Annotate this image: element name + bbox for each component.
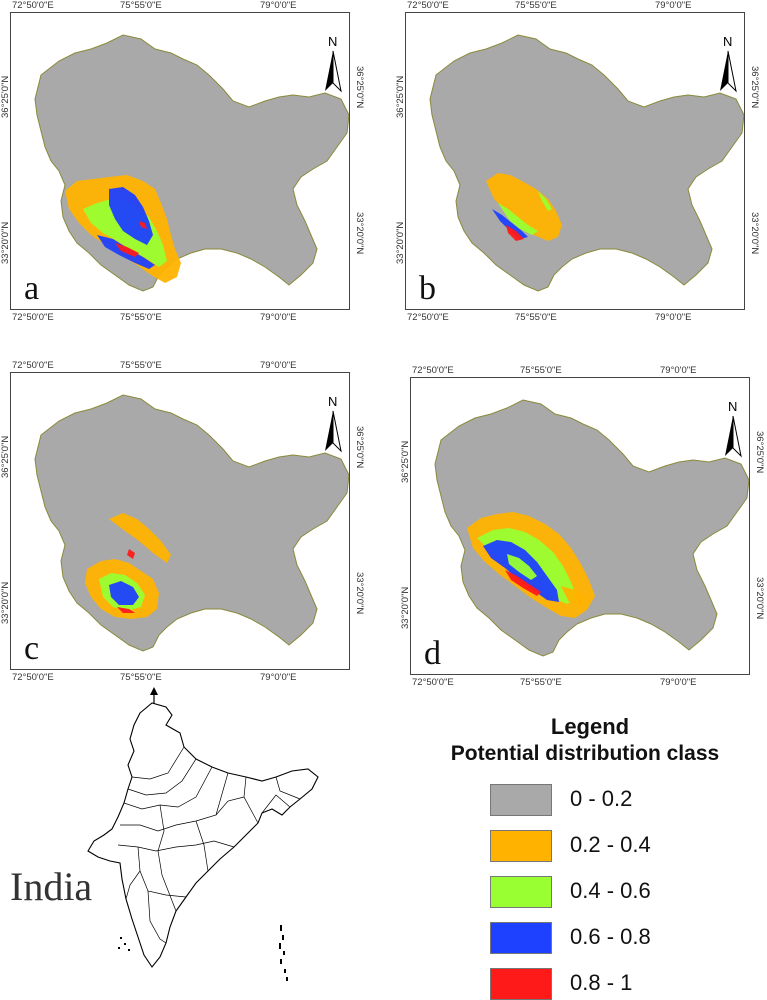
legend-item-label: 0.6 - 0.8 bbox=[570, 924, 651, 949]
top-tick-label: 79°0'0"E bbox=[260, 360, 297, 371]
right-tick-label: 36°25'0"N bbox=[749, 66, 760, 109]
pointer-arrow-head bbox=[150, 687, 158, 695]
legend-swatch bbox=[490, 922, 552, 954]
bottom-tick-label: 75°55'0"E bbox=[120, 672, 162, 683]
map-frame: N bbox=[410, 377, 750, 675]
distribution-patch bbox=[139, 221, 147, 229]
distribution-patch bbox=[109, 581, 139, 605]
distribution-patch bbox=[498, 203, 538, 235]
distribution-patch bbox=[505, 570, 541, 596]
bottom-tick-label: 75°55'0"E bbox=[120, 312, 162, 323]
india-outline bbox=[87, 702, 319, 968]
distribution-patch bbox=[115, 243, 139, 257]
region-map: N bbox=[429, 34, 745, 292]
north-arrow-icon bbox=[720, 50, 737, 93]
bottom-tick-label: 75°55'0"E bbox=[520, 677, 562, 688]
north-arrow-icon bbox=[325, 410, 342, 453]
legend-item-label: 0.8 - 1 bbox=[570, 970, 633, 995]
top-tick-label: 75°55'0"E bbox=[120, 0, 162, 11]
north-label: N bbox=[328, 394, 337, 409]
legend-item-label: 0 - 0.2 bbox=[570, 786, 633, 811]
legend-swatch bbox=[490, 876, 552, 908]
distribution-patch bbox=[109, 513, 171, 563]
map-panel-b: 72°50'0"E 75°55'0"E 79°0'0"E 72°50'0"E 75°55… bbox=[395, 0, 760, 323]
region-map: N bbox=[434, 399, 750, 657]
map-frame: N bbox=[405, 12, 745, 310]
region-outline bbox=[429, 34, 745, 292]
distribution-patch bbox=[486, 173, 562, 241]
north-arrow-icon bbox=[725, 415, 742, 458]
north-label: N bbox=[723, 34, 732, 49]
region-outline bbox=[34, 394, 350, 652]
distribution-patch bbox=[492, 209, 528, 239]
legend-swatch bbox=[490, 968, 552, 1000]
region-outline bbox=[434, 399, 750, 657]
panel-label: a bbox=[24, 270, 40, 307]
bottom-tick-label: 79°0'0"E bbox=[660, 677, 697, 688]
right-tick-label: 36°25'0"N bbox=[354, 426, 365, 469]
top-tick-label: 79°0'0"E bbox=[260, 0, 297, 11]
top-tick-label: 79°0'0"E bbox=[660, 365, 697, 376]
map-panel-c: 72°50'0"E 75°55'0"E 79°0'0"E 72°50'0"E 75°55… bbox=[0, 360, 365, 683]
distribution-patch bbox=[109, 187, 153, 245]
region-outline bbox=[34, 34, 350, 292]
legend-swatch bbox=[490, 784, 552, 816]
distribution-patch bbox=[127, 549, 135, 559]
region-map: N bbox=[34, 34, 350, 292]
right-tick-label: 33°20'0"N bbox=[749, 212, 760, 255]
top-tick-label: 72°50'0"E bbox=[12, 0, 54, 11]
top-tick-label: 79°0'0"E bbox=[655, 0, 692, 11]
legend-item-label: 0.2 - 0.4 bbox=[570, 832, 651, 857]
right-tick-label: 36°25'0"N bbox=[754, 431, 765, 474]
north-arrow-icon bbox=[325, 50, 342, 93]
top-tick-label: 72°50'0"E bbox=[407, 0, 449, 11]
top-tick-label: 75°55'0"E bbox=[520, 365, 562, 376]
bottom-tick-label: 72°50'0"E bbox=[412, 677, 454, 688]
bottom-tick-label: 72°50'0"E bbox=[407, 312, 449, 323]
bottom-tick-label: 79°0'0"E bbox=[655, 312, 692, 323]
bottom-tick-label: 79°0'0"E bbox=[260, 312, 297, 323]
distribution-patch bbox=[561, 586, 587, 606]
distribution-patch bbox=[507, 554, 537, 580]
legend-subtitle: Potential distribution class bbox=[450, 742, 720, 765]
panel-label: b bbox=[419, 270, 436, 307]
legend-title: Legend bbox=[550, 714, 630, 739]
legend: Legend Potential distribution class 0 - … bbox=[400, 700, 767, 1000]
panel-label: c bbox=[24, 630, 40, 667]
top-tick-label: 72°50'0"E bbox=[412, 365, 454, 376]
legend-swatch bbox=[490, 830, 552, 862]
region-map: N bbox=[34, 394, 350, 652]
panel-label: d bbox=[424, 635, 441, 672]
map-frame: N bbox=[10, 12, 350, 310]
distribution-patch bbox=[117, 607, 135, 613]
right-tick-label: 33°20'0"N bbox=[354, 572, 365, 615]
north-label: N bbox=[728, 399, 737, 414]
legend-item-label: 0.4 - 0.6 bbox=[570, 878, 651, 903]
state-boundaries bbox=[117, 746, 301, 944]
right-tick-label: 33°20'0"N bbox=[754, 577, 765, 620]
bottom-tick-label: 75°55'0"E bbox=[515, 312, 557, 323]
north-label: N bbox=[328, 34, 337, 49]
top-tick-label: 75°55'0"E bbox=[120, 360, 162, 371]
map-panel-a: 72°50'0"E 75°55'0"E 79°0'0"E 72°50'0"E 75°55… bbox=[0, 0, 365, 323]
top-tick-label: 72°50'0"E bbox=[12, 360, 54, 371]
right-tick-label: 36°25'0"N bbox=[354, 66, 365, 109]
bottom-tick-label: 72°50'0"E bbox=[12, 312, 54, 323]
map-panel-d: 72°50'0"E 75°55'0"E 79°0'0"E 72°50'0"E 75°55… bbox=[400, 365, 765, 688]
india-map bbox=[87, 687, 319, 981]
bottom-tick-label: 72°50'0"E bbox=[12, 672, 54, 683]
bottom-tick-label: 79°0'0"E bbox=[260, 672, 297, 683]
top-tick-label: 75°55'0"E bbox=[515, 0, 557, 11]
map-frame: N bbox=[10, 372, 350, 670]
right-tick-label: 33°20'0"N bbox=[354, 212, 365, 255]
andaman-islands bbox=[279, 925, 288, 981]
distribution-patch bbox=[538, 191, 552, 211]
distribution-patch bbox=[506, 225, 524, 241]
india-inset: India bbox=[0, 685, 380, 994]
lakshadweep-islands bbox=[118, 937, 130, 951]
india-label: India bbox=[10, 864, 93, 909]
